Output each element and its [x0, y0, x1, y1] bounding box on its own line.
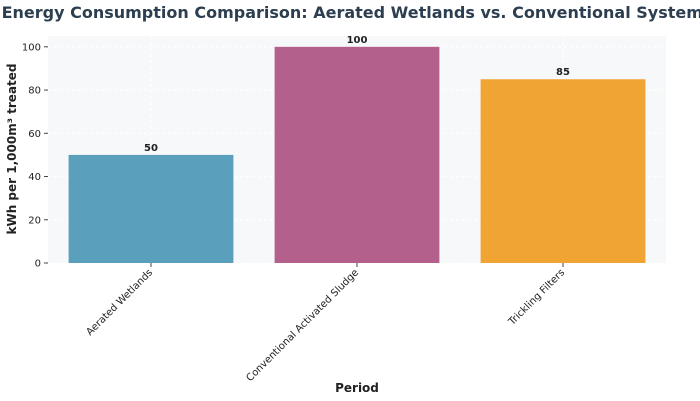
y-tick-label-1: 20 — [28, 215, 41, 226]
x-tick-label-1: Conventional Activated Sludge — [245, 267, 362, 384]
bar-1 — [274, 46, 440, 263]
data-labels: 50 100 85 — [144, 35, 570, 154]
y-axis-label: kWh per 1,000m³ treated — [5, 63, 19, 234]
bar-0 — [68, 154, 234, 263]
y-tick-label-5: 100 — [22, 42, 41, 53]
y-tick-label-4: 80 — [28, 86, 41, 97]
x-tick-label-2: Trickling Filters — [506, 267, 567, 328]
chart-title: Energy Consumption Comparison: Aerated W… — [2, 3, 700, 22]
y-tick-label-3: 60 — [28, 129, 41, 140]
bar-2 — [480, 79, 646, 263]
x-axis-ticks: Aerated Wetlands Conventional Activated S… — [85, 263, 567, 384]
data-label-0: 50 — [144, 143, 158, 154]
x-tick-label-0: Aerated Wetlands — [85, 267, 156, 338]
y-axis-ticks: 0 20 40 60 80 100 — [22, 42, 48, 270]
x-axis-label: Period — [335, 381, 379, 395]
data-label-2: 85 — [556, 67, 570, 78]
data-label-1: 100 — [347, 35, 368, 46]
y-tick-label-0: 0 — [35, 259, 41, 270]
bars — [68, 46, 646, 263]
y-tick-label-2: 40 — [28, 172, 41, 183]
